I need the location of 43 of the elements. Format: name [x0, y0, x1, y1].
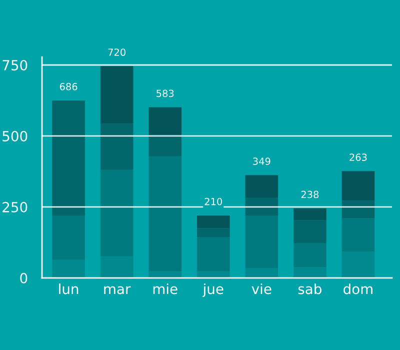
bar: [196, 215, 230, 228]
annotation: 686: [60, 82, 78, 90]
bar: [294, 267, 326, 278]
annotation: 720: [108, 48, 126, 56]
bar: [342, 171, 375, 201]
annotation: 210: [204, 198, 222, 206]
bar: [245, 268, 278, 278]
bar: [342, 218, 375, 252]
annotation: 349: [253, 158, 270, 165]
bar: [245, 215, 278, 268]
bar: [148, 134, 182, 156]
bar: [52, 260, 85, 278]
bar: [100, 256, 134, 278]
x-tick-label: vie: [252, 283, 272, 294]
annotation: 583: [156, 90, 174, 98]
bar: [52, 215, 85, 260]
bar: [148, 107, 182, 135]
y-tick-label: 0: [20, 272, 28, 284]
x-tick-label: jue: [202, 283, 224, 297]
bar: [52, 100, 85, 216]
bar: [196, 237, 230, 272]
bar: [196, 228, 230, 238]
x-tick-label: mar: [104, 286, 131, 294]
bar: [294, 208, 326, 220]
bar: [245, 175, 278, 198]
bar: [245, 198, 278, 216]
x-tick-label: lun: [59, 283, 78, 294]
bar: [294, 220, 326, 244]
bar: [294, 243, 326, 268]
y-tick-label: 750: [2, 60, 28, 70]
y-tick-label: 500: [2, 130, 28, 142]
bar: [100, 124, 134, 170]
x-tick-label: mie: [153, 283, 178, 294]
annotation: 263: [350, 154, 367, 161]
annotation: 238: [301, 190, 319, 198]
y-tick-label: 250: [2, 202, 28, 212]
bar: [342, 200, 375, 218]
x-tick-label: dom: [344, 283, 372, 294]
bar: [100, 66, 134, 124]
x-tick-label: sab: [298, 283, 322, 294]
bar: [100, 170, 134, 256]
bar: [342, 252, 375, 278]
bar: [148, 156, 182, 272]
